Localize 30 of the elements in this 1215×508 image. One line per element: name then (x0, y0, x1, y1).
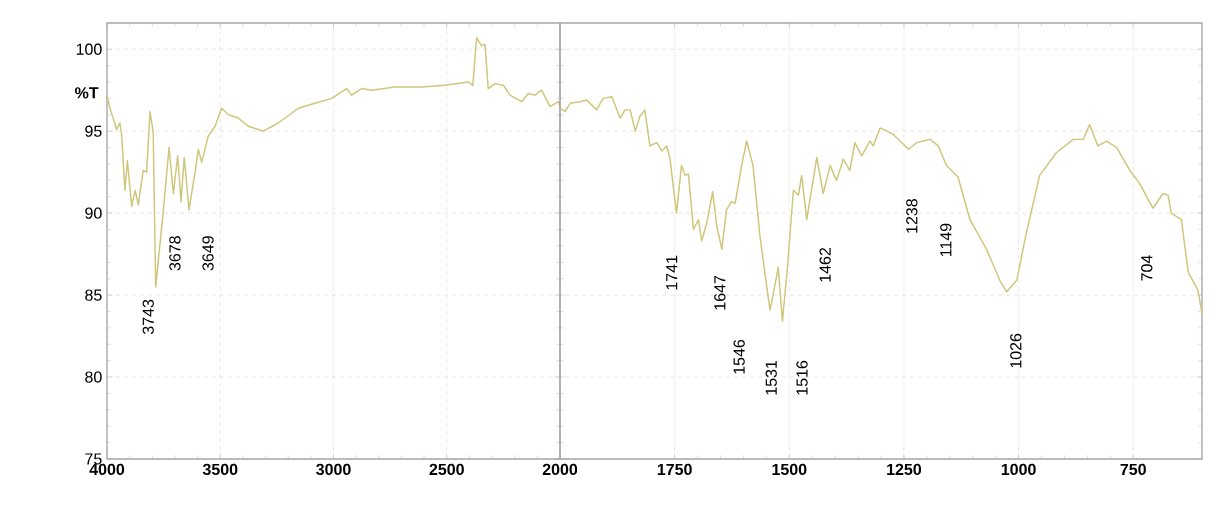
annotation: 3743 (142, 299, 154, 335)
annotation: 1741 (666, 255, 678, 290)
annotation: 1238 (906, 199, 918, 233)
x-tick-label: 750 (1120, 463, 1146, 476)
x-tick-label: 2000 (542, 463, 578, 476)
annotation: 1531 (765, 360, 777, 395)
x-tick-label: 3500 (202, 463, 238, 476)
annotation: 1546 (733, 339, 745, 374)
y-tick-label: 75 (85, 453, 102, 465)
annotation: 3678 (169, 236, 181, 271)
x-tick-label: 2500 (429, 463, 464, 476)
y-axis-title: %T (75, 87, 99, 99)
annotation: 3649 (202, 236, 214, 271)
x-tick-label: 1750 (657, 463, 692, 476)
x-tick-label: 1500 (772, 463, 807, 476)
x-tick-label: 1000 (1001, 463, 1036, 476)
y-tick-label: 90 (85, 207, 102, 219)
annotation: 1647 (714, 275, 726, 310)
annotation: 1462 (819, 247, 831, 282)
x-tick-label: 4000 (89, 463, 125, 476)
y-tick-label: 95 (85, 125, 102, 137)
annotation: 1026 (1010, 333, 1022, 368)
y-tick-label: 85 (85, 289, 102, 301)
x-tick-label: 1250 (887, 463, 922, 476)
x-tick-label: 3000 (316, 463, 351, 476)
y-tick-label: 100 (76, 43, 102, 55)
annotation: 1516 (796, 360, 808, 395)
y-tick-label: 80 (85, 371, 102, 383)
annotation: 1149 (940, 223, 952, 257)
annotation: 704 (1141, 255, 1153, 281)
